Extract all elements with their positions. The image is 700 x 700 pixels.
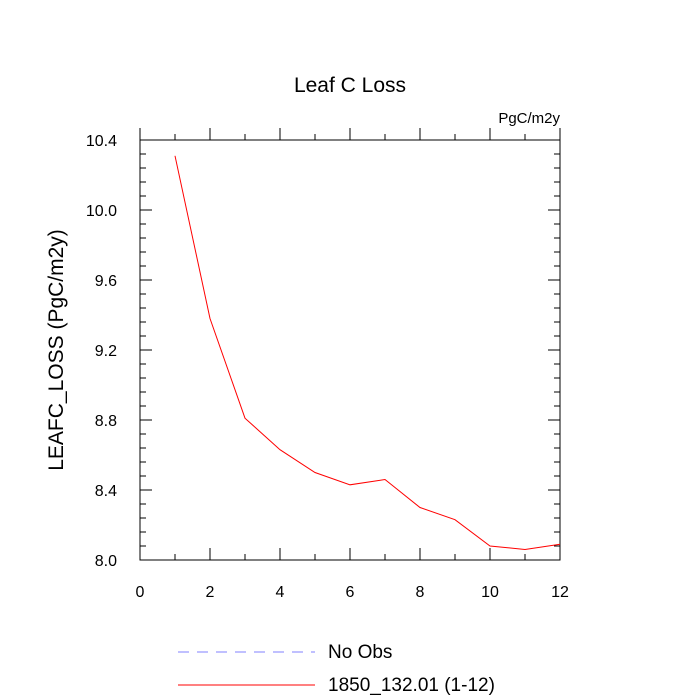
y-tick-label: 9.2 <box>95 343 117 360</box>
x-tick-label: 12 <box>551 584 569 601</box>
x-tick-label: 8 <box>416 584 425 601</box>
y-tick-label: 8.0 <box>95 553 117 570</box>
x-tick-label: 4 <box>276 584 285 601</box>
y-tick-label: 10.0 <box>86 203 117 220</box>
legend-label: No Obs <box>328 642 392 663</box>
legend: No Obs 1850_132.01 (1-12) <box>178 642 495 696</box>
y-tick-label: 9.6 <box>95 273 117 290</box>
x-tick-labels: 0 2 4 6 8 10 12 <box>136 584 569 601</box>
plot-frame <box>139 139 561 561</box>
y-tick-label: 8.8 <box>95 413 117 430</box>
x-tick-label: 2 <box>206 584 215 601</box>
x-tick-label: 6 <box>346 584 355 601</box>
legend-label: 1850_132.01 (1-12) <box>328 675 495 696</box>
y-axis-label: LEAFC_LOSS (PgC/m2y) <box>45 229 68 471</box>
units-label: PgC/m2y <box>498 110 560 127</box>
y-tick-label: 10.4 <box>86 133 117 150</box>
series-line <box>174 155 561 551</box>
x-tick-label: 10 <box>481 584 499 601</box>
series-layer <box>174 155 561 551</box>
y-tick-labels: 8.0 8.4 8.8 9.2 9.6 10.0 10.4 <box>86 133 117 570</box>
y-tick-label: 8.4 <box>95 483 117 500</box>
axis-ticks <box>139 128 561 561</box>
x-tick-label: 0 <box>136 584 145 601</box>
chart-title: Leaf C Loss <box>294 74 406 97</box>
